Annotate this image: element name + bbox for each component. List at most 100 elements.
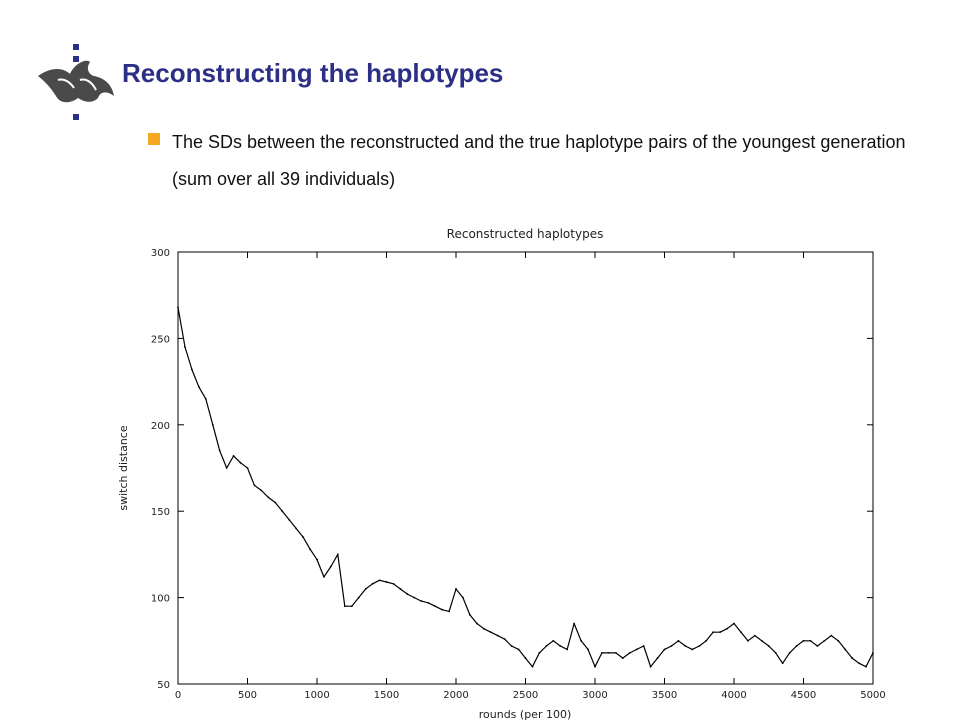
data-point [211, 423, 214, 426]
data-point [663, 648, 666, 651]
data-point [587, 648, 589, 651]
y-tick-label: 300 [151, 248, 170, 259]
data-point [844, 648, 847, 651]
x-tick-label: 4500 [791, 690, 816, 701]
data-point [218, 449, 221, 452]
data-point [232, 455, 235, 457]
x-tick-label: 4000 [721, 690, 746, 701]
data-point [531, 665, 534, 668]
data-point [302, 536, 304, 539]
data-point [614, 651, 617, 654]
data-point [760, 639, 763, 642]
data-point [566, 648, 569, 651]
data-point [698, 645, 701, 647]
bullet-marker [148, 133, 160, 145]
data-point [482, 627, 485, 630]
data-point [573, 622, 576, 625]
data-point [559, 645, 562, 647]
data-point [496, 634, 499, 637]
data-point [837, 639, 840, 642]
data-point [413, 596, 416, 599]
data-point [635, 648, 638, 651]
chart-title: Reconstructed haplotypes [447, 227, 604, 241]
data-point [364, 588, 367, 590]
data-point [489, 631, 492, 634]
data-point [239, 461, 242, 464]
data-point [677, 639, 680, 642]
x-tick-label: 1500 [374, 690, 399, 701]
x-tick-label: 3500 [652, 690, 677, 701]
data-point [469, 613, 471, 616]
x-axis-label: rounds (per 100) [479, 708, 572, 720]
data-point [406, 593, 409, 596]
data-point [705, 639, 708, 642]
data-point [399, 588, 402, 590]
data-point [336, 553, 339, 556]
data-point [628, 651, 631, 654]
data-point [788, 651, 791, 654]
plot-frame [177, 251, 874, 685]
data-point [434, 605, 437, 608]
data-point [865, 665, 867, 668]
data-point [642, 645, 645, 647]
bullet-text: The SDs between the reconstructed and th… [172, 132, 906, 189]
x-tick-label: 0 [175, 690, 181, 701]
data-point [197, 385, 200, 388]
data-point [253, 484, 256, 487]
data-point [392, 582, 395, 585]
data-point [580, 639, 582, 642]
y-axis-label: switch distance [117, 425, 130, 510]
data-point [503, 638, 506, 640]
y-tick-label: 50 [157, 680, 170, 691]
data-point [316, 558, 318, 561]
data-point [538, 651, 541, 654]
data-point [343, 605, 346, 608]
data-point [260, 489, 263, 492]
data-point [330, 565, 332, 568]
data-point [177, 306, 179, 309]
data-point [385, 581, 388, 583]
y-tick-label: 100 [151, 594, 170, 605]
data-point [274, 501, 277, 504]
data-point [594, 665, 596, 668]
data-point [441, 608, 443, 611]
data-point [552, 639, 555, 642]
data-point [608, 651, 610, 654]
data-point [656, 657, 659, 659]
data-point [621, 657, 624, 659]
data-point [733, 622, 735, 625]
data-point [670, 645, 673, 647]
data-point [371, 582, 374, 585]
data-point [823, 639, 826, 642]
data-point [719, 631, 721, 634]
data-point [427, 601, 430, 604]
data-point [204, 397, 207, 400]
data-point [288, 518, 291, 521]
y-tick-label: 250 [151, 334, 170, 345]
data-point [851, 657, 854, 659]
line-chart: Reconstructed haplotypes switch distance… [117, 227, 886, 720]
data-point [753, 634, 756, 637]
x-tick-label: 500 [238, 690, 257, 701]
data-point [378, 579, 381, 582]
data-point [462, 596, 464, 599]
data-point [420, 600, 423, 602]
data-point [309, 548, 311, 551]
data-point [350, 605, 353, 608]
series-line [177, 307, 874, 668]
x-tick-label: 3000 [582, 690, 607, 701]
data-point [712, 631, 715, 634]
data-point [781, 662, 784, 665]
data-point [510, 645, 513, 647]
data-point [524, 657, 527, 659]
x-tick-label: 2500 [513, 690, 538, 701]
slide-title: Reconstructing the haplotypes [122, 58, 504, 88]
data-point [816, 645, 819, 647]
data-point [830, 634, 833, 637]
data-point [649, 665, 652, 668]
data-point [545, 645, 548, 647]
bullet-item: The SDs between the reconstructed and th… [148, 124, 938, 198]
data-point [795, 645, 798, 647]
data-point [191, 368, 193, 371]
flame-logo-icon [38, 44, 114, 120]
